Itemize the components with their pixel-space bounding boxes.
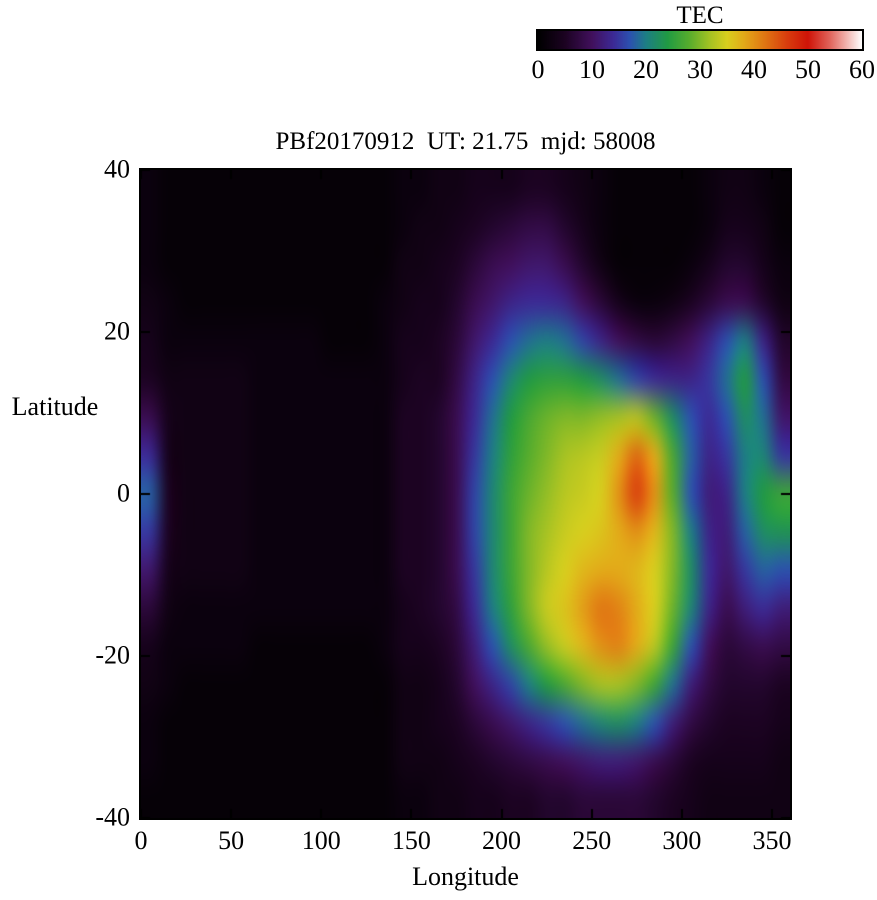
x-axis-label: Longitude: [412, 862, 519, 891]
x-tick-label: 150: [391, 826, 431, 855]
colorbar: [536, 29, 864, 51]
y-tick-label: 0: [117, 478, 130, 508]
colorbar-gradient: [538, 31, 862, 49]
heatmap-canvas: [141, 170, 790, 818]
y-tick-label: -40: [95, 802, 130, 832]
x-tick-label: 0: [134, 826, 148, 855]
x-tick-label: 50: [218, 826, 245, 855]
y-tick-label: -20: [95, 640, 130, 670]
colorbar-title: TEC: [676, 2, 724, 29]
colorbar-tick-label: 60: [849, 55, 875, 84]
x-tick-label: 250: [572, 826, 612, 855]
colorbar-tick-label: 0: [531, 55, 545, 84]
colorbar-tick-label: 40: [741, 55, 767, 84]
colorbar-tick-label: 30: [687, 55, 713, 84]
y-tick-label: 40: [104, 154, 130, 184]
y-tick-label: 20: [104, 316, 130, 346]
x-tick-label: 100: [301, 826, 341, 855]
colorbar-tick-labels: 0 10 20 30 40 50 60: [532, 55, 876, 85]
colorbar-tick-label: 10: [579, 55, 605, 84]
x-axis-tick-labels: 0 50 100 150 200 250 300 350: [135, 826, 792, 858]
plot-area: [139, 168, 792, 820]
y-axis-tick-labels: 40 20 0 -20 -40: [0, 154, 140, 831]
y-axis-label: Latitude: [11, 392, 99, 421]
plot-title: PBf20170912 UT: 21.75 mjd: 58008: [275, 128, 656, 155]
x-tick-label: 200: [482, 826, 522, 855]
x-tick-label: 350: [752, 826, 792, 855]
x-tick-label: 300: [662, 826, 702, 855]
colorbar-tick-label: 50: [795, 55, 821, 84]
colorbar-tick-label: 20: [633, 55, 659, 84]
